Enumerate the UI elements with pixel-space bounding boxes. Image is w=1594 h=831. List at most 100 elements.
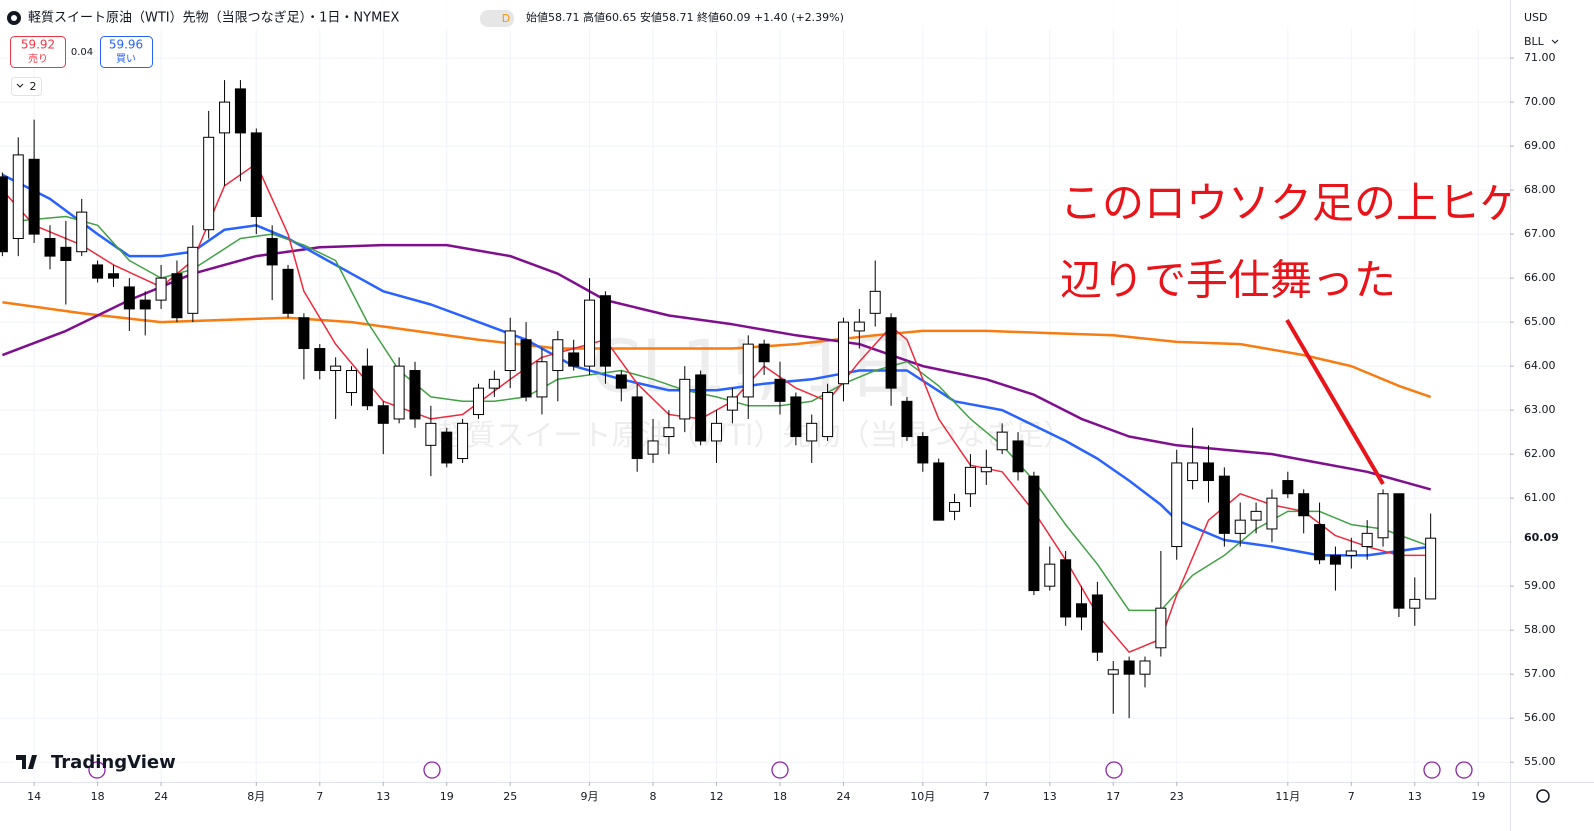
candle-body (123, 286, 135, 310)
candle-body (1123, 660, 1135, 675)
candle-body (219, 101, 231, 134)
candle-body (203, 136, 215, 231)
candle-body (234, 88, 246, 134)
x-tick-label: 24 (154, 790, 168, 803)
y-tick-label: 64.00 (1524, 359, 1556, 372)
logo-mark (16, 755, 37, 769)
x-tick-label: 7 (983, 790, 990, 803)
annotation-arrow (1285, 318, 1385, 486)
y-tick-label: 55.00 (1524, 755, 1556, 768)
candle-body (377, 405, 389, 424)
chevron (16, 83, 24, 88)
candle-body (330, 365, 342, 372)
x-tick-label: 8月 (247, 790, 265, 803)
candle-body (758, 343, 770, 363)
x-tick-label: 24 (836, 790, 850, 803)
candle-body (457, 422, 469, 460)
buy-button[interactable] (100, 36, 153, 68)
watermark-name: 軽質スイート原油（WTI）先物（当限つなぎ足） (438, 418, 1073, 452)
candle-body (107, 273, 119, 279)
logo-text: TradingView (51, 752, 176, 773)
x-tick-label: 8 (650, 790, 657, 803)
candle-body (282, 268, 294, 314)
candle-body (1012, 440, 1024, 473)
candle-body (1028, 475, 1040, 592)
bid-price[interactable]: 59.92 (21, 38, 55, 52)
candle-body (663, 427, 675, 438)
settings-icon[interactable] (1536, 789, 1550, 803)
candle-body (536, 361, 548, 398)
event-markers (88, 761, 1473, 779)
candle-body (1250, 510, 1262, 521)
y-tick-label: 71.00 (1524, 51, 1556, 64)
header-title[interactable]: 軽質スイート原油（WTI）先物（当限つなぎ足）・1日・NYMEX (28, 11, 399, 26)
interval-badge: D (502, 12, 510, 25)
ask-label[interactable]: 買い (116, 53, 136, 65)
candle-body (949, 502, 961, 512)
candle-body (631, 396, 643, 460)
candle-body (726, 396, 738, 411)
candle-body (552, 339, 564, 372)
candle-body (1107, 669, 1119, 675)
currency[interactable]: USD (1524, 11, 1548, 24)
candle-body (599, 295, 611, 367)
event-marker[interactable] (1105, 761, 1123, 779)
unit[interactable]: BLL (1524, 35, 1545, 48)
candle-body (774, 378, 786, 402)
x-tick-label: 11月 (1275, 790, 1300, 803)
event-marker[interactable] (1423, 761, 1441, 779)
x-tick-label: 19 (1471, 790, 1485, 803)
candle-body (250, 132, 262, 218)
candle-body (837, 321, 849, 385)
candle-body (1234, 519, 1246, 534)
candle-body (472, 387, 484, 416)
event-marker[interactable] (88, 761, 106, 779)
candle-body (1314, 524, 1326, 561)
x-tick-label: 14 (27, 790, 41, 803)
candle-body (869, 290, 881, 314)
candle-body (853, 321, 865, 332)
watermark-symbol: CL1!, 1日 (591, 325, 920, 409)
symbol-icon (11, 15, 17, 21)
y-tick-label: 65.00 (1524, 315, 1556, 328)
chevron (1551, 39, 1559, 44)
event-marker[interactable] (1455, 761, 1473, 779)
last-price-bg (1511, 529, 1594, 548)
indicator-count[interactable]: 2 (30, 80, 37, 93)
candle-body (806, 422, 818, 442)
candle-body (1091, 594, 1103, 653)
x-tick-label: 7 (316, 790, 323, 803)
candle-body (187, 246, 199, 314)
x-tick-label: 13 (1043, 790, 1057, 803)
candle-body (1076, 603, 1088, 618)
candle-body (139, 299, 151, 310)
candle-body (980, 466, 992, 473)
sell-button[interactable] (10, 36, 66, 68)
candle-body (1298, 493, 1310, 517)
y-tick-label: 68.00 (1524, 183, 1556, 196)
x-tick-label: 25 (503, 790, 517, 803)
candle-body (822, 392, 834, 438)
candle-body (1044, 563, 1056, 587)
moving-average (2, 301, 1432, 399)
ask-price[interactable]: 59.96 (109, 38, 143, 52)
bid-label[interactable]: 売り (28, 52, 48, 65)
event-marker[interactable] (771, 761, 789, 779)
event-marker[interactable] (423, 761, 441, 779)
candle-body (1202, 462, 1214, 482)
y-tick-label: 61.00 (1524, 491, 1556, 504)
candle-body (266, 238, 278, 266)
candle-body (1393, 493, 1405, 609)
plot (0, 80, 1437, 719)
candle-body (1218, 475, 1230, 534)
candle-body (1425, 537, 1437, 600)
y-tick-label: 63.00 (1524, 403, 1556, 416)
candle-body (361, 365, 373, 407)
indicator-toggle[interactable] (11, 77, 42, 96)
candle-body (1377, 493, 1389, 539)
candle-body (504, 330, 516, 372)
candle-body (1282, 480, 1294, 495)
candle-body (742, 343, 754, 398)
annotation-text: 辺りで手仕舞った (1060, 256, 1396, 305)
candle-body (1409, 598, 1421, 609)
